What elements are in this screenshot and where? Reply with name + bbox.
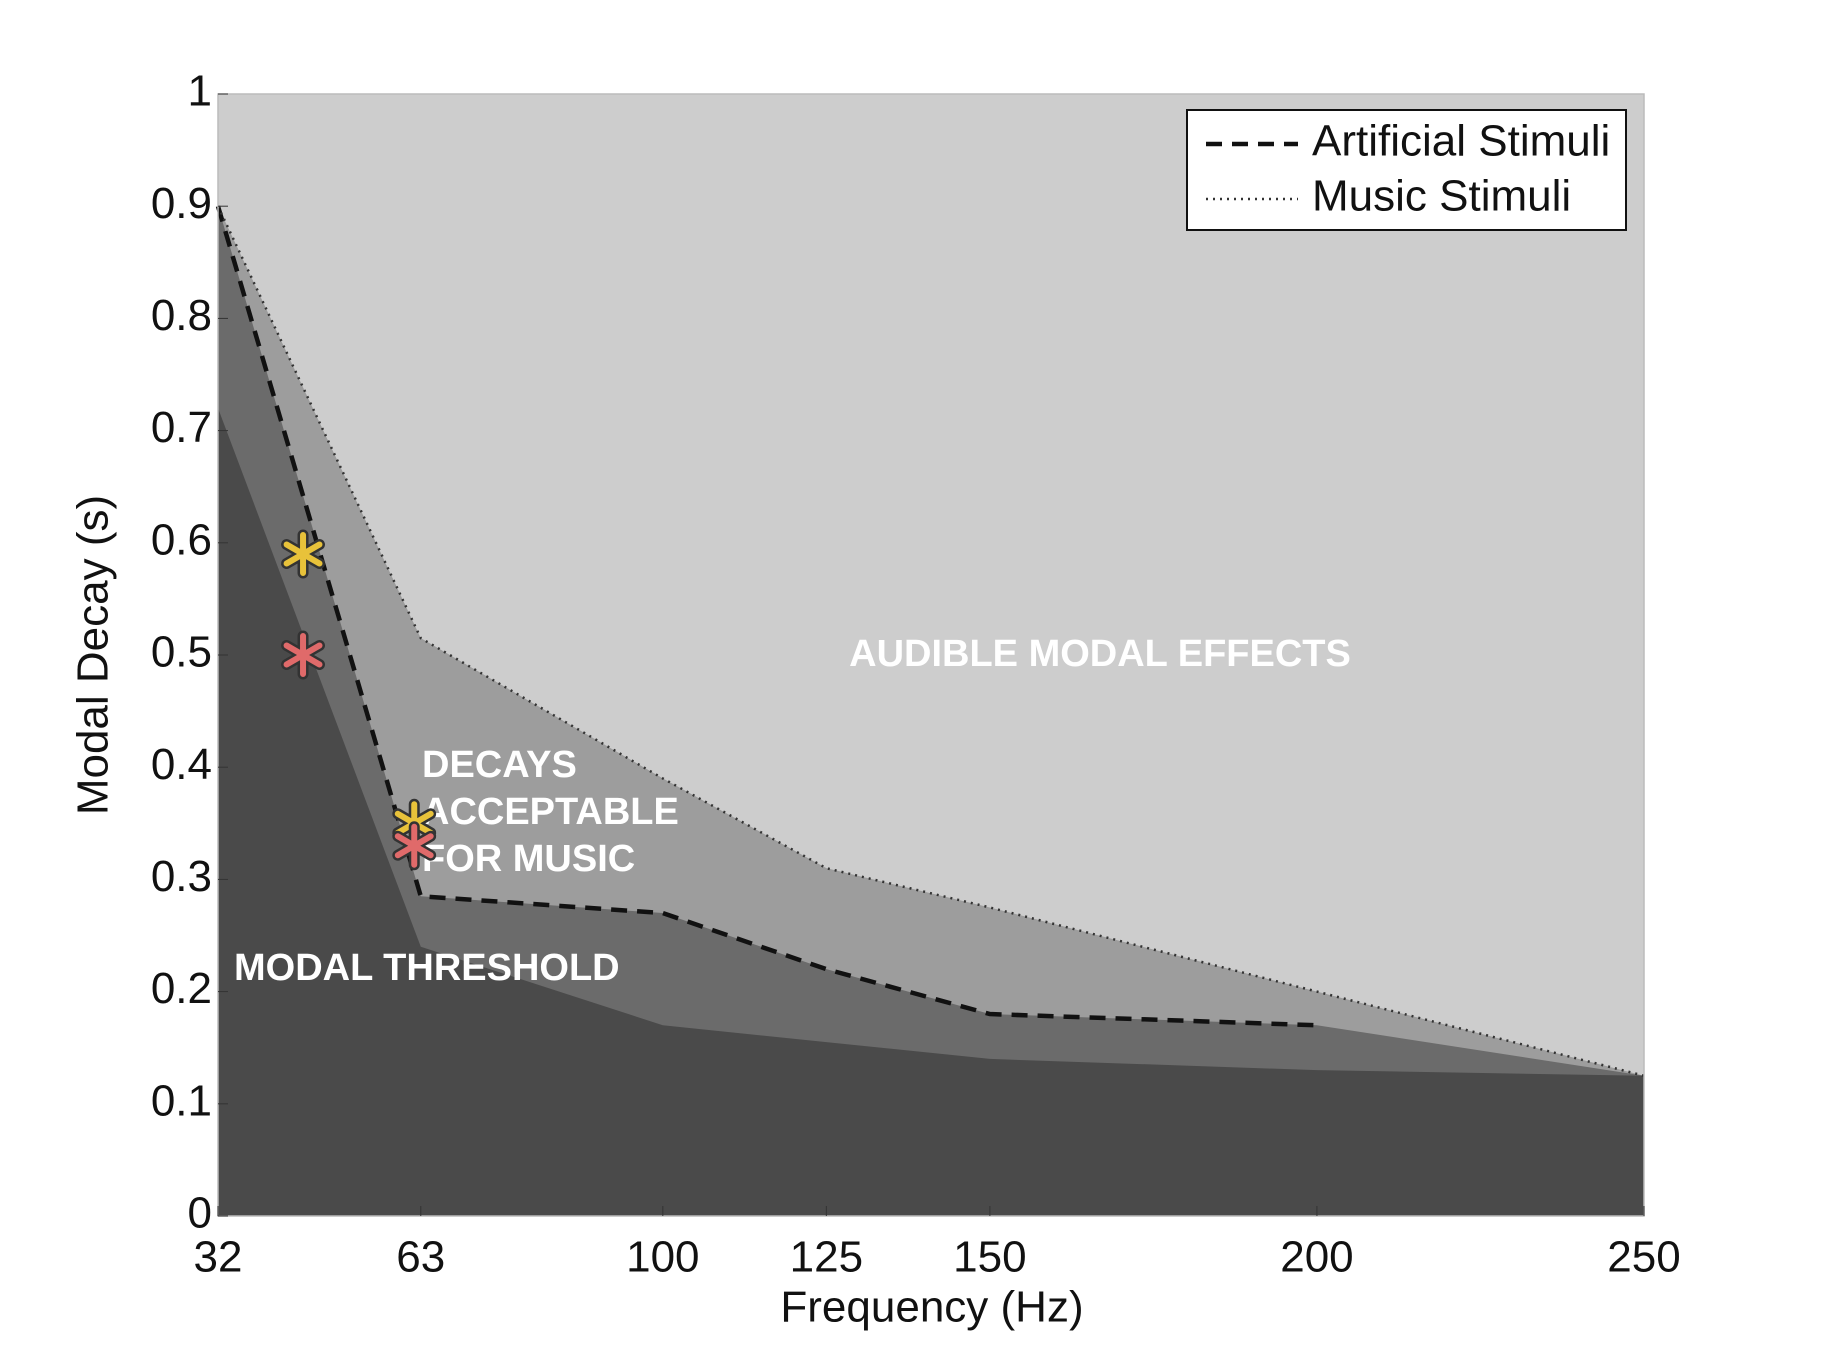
- y-tick-label: 0.4: [151, 740, 212, 789]
- y-tick-label: 0.5: [151, 628, 212, 677]
- legend-label: Music Stimuli: [1312, 172, 1571, 221]
- series-line: [215, 205, 1318, 1028]
- annotation: AUDIBLE MODAL EFFECTS: [849, 633, 1351, 675]
- y-tick-label: 1: [188, 67, 212, 116]
- annotation: FOR MUSIC: [422, 838, 635, 880]
- star-fill: [283, 532, 323, 577]
- x-tick-label: 150: [953, 1233, 1026, 1282]
- star-marker: [281, 529, 325, 579]
- legend-box: [1186, 109, 1627, 231]
- y-axis-title: Modal Decay (s): [69, 495, 118, 815]
- annotation: ACCEPTABLE: [422, 791, 679, 833]
- x-tick-label: 63: [396, 1233, 445, 1282]
- annotation: DECAYS: [422, 744, 577, 786]
- legend-label: Artificial Stimuli: [1312, 117, 1610, 166]
- y-tick-label: 0.6: [151, 515, 212, 564]
- x-tick-label: 32: [194, 1233, 243, 1282]
- x-tick-label: 200: [1280, 1233, 1353, 1282]
- x-tick-label: 250: [1607, 1233, 1680, 1282]
- y-tick-label: 0.1: [151, 1076, 212, 1125]
- y-tick-label: 0.2: [151, 964, 212, 1013]
- x-tick-label: 125: [790, 1233, 863, 1282]
- y-tick-label: 0.8: [151, 291, 212, 340]
- y-tick-label: 0.7: [151, 403, 212, 452]
- y-tick-label: 0.3: [151, 852, 212, 901]
- star-marker: [392, 821, 437, 871]
- annotation: MODAL THRESHOLD: [234, 947, 620, 989]
- threshold-region: [218, 408, 1644, 1216]
- x-axis-title: Frequency (Hz): [780, 1283, 1083, 1332]
- star-fill: [283, 633, 323, 677]
- x-tick-label: 100: [626, 1233, 699, 1282]
- star-marker: [281, 630, 325, 680]
- series-line: [216, 205, 1645, 1077]
- star-fill: [394, 823, 434, 868]
- y-tick-label: 0.9: [151, 179, 212, 228]
- artificial-region: [218, 206, 1644, 1216]
- y-tick-label: 0: [188, 1189, 212, 1238]
